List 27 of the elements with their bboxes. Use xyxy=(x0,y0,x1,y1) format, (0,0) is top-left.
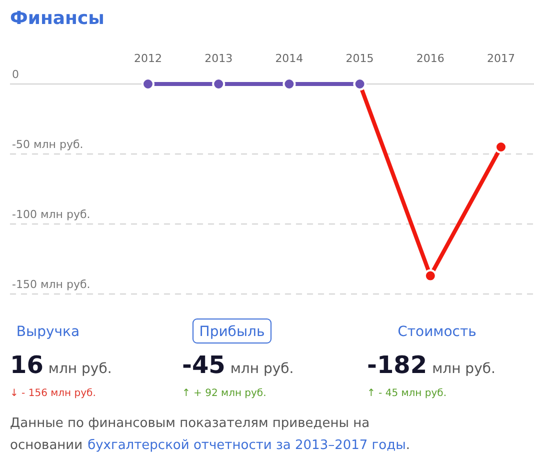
x-tick-label: 2015 xyxy=(346,52,374,65)
text: млн руб. xyxy=(230,361,294,377)
text: Данные по финансовым показателям приведены на xyxy=(10,416,370,431)
text: млн руб. xyxy=(432,361,496,377)
y-tick-label: -150 млн руб. xyxy=(12,278,90,291)
x-tick-label: 2013 xyxy=(204,52,233,65)
x-tick-label: 2012 xyxy=(134,52,162,65)
text: Прибыль xyxy=(199,324,265,340)
text: основании xyxy=(10,438,83,453)
text: Стоимость xyxy=(398,324,476,340)
text: -182 xyxy=(367,351,428,379)
text: Выручка xyxy=(16,324,80,340)
text: ↑ + 92 млн руб. xyxy=(182,388,266,399)
y-tick-label: -100 млн руб. xyxy=(12,208,90,221)
x-tick-label: 2016 xyxy=(416,52,444,65)
text: ↓ - 156 млн руб. xyxy=(10,388,96,399)
text: бухгалтерской отчетности за 2013–2017 годы xyxy=(88,438,406,453)
y-tick-label: -50 млн руб. xyxy=(12,138,84,151)
text: ↑ - 45 млн руб. xyxy=(367,388,447,399)
x-tick-label: 2017 xyxy=(487,52,515,65)
text: млн руб. xyxy=(48,361,112,377)
text: 16 xyxy=(10,351,44,379)
text: -45 xyxy=(182,351,226,379)
x-tick-label: 2014 xyxy=(275,52,304,65)
text: . xyxy=(406,438,410,453)
y-tick-label: 0 xyxy=(12,68,19,81)
chart-title: Финансы xyxy=(10,8,104,29)
